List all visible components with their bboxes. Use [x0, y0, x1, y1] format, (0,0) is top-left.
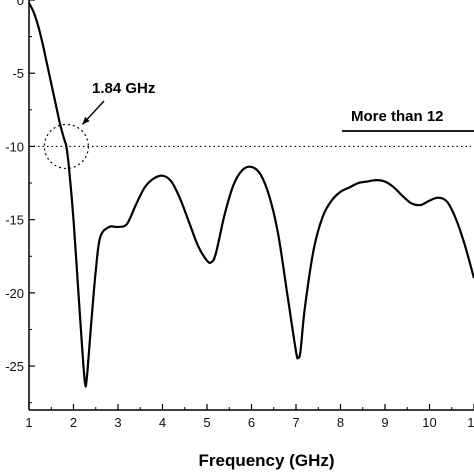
y-tick-label: 0: [17, 0, 24, 8]
x-tick-label: 3: [114, 415, 121, 430]
series-line-s11: [28, 2, 474, 388]
axes-layer: [28, 0, 474, 411]
annotation-bandwidth: More than 12: [351, 108, 444, 125]
x-tick-label: 4: [159, 415, 166, 430]
y-tick-label: -15: [5, 213, 24, 228]
x-tick-label: 1: [25, 415, 32, 430]
x-tick-label: 11: [467, 415, 474, 430]
x-tick-label: 2: [70, 415, 77, 430]
x-tick-label: 5: [203, 415, 210, 430]
x-tick-label: 6: [248, 415, 255, 430]
annotation-layer: 1.84 GHz More than 12: [43, 80, 474, 170]
x-axis-title: Frequency (GHz): [198, 451, 334, 470]
x-tick-label: 7: [292, 415, 299, 430]
tick-layer: 1 2 3 4 5 6 7 8 9 10 11 0 -5 -10 -15 -20 -25: [5, 0, 474, 430]
y-tick-label: -25: [5, 359, 24, 374]
series-layer: [28, 2, 474, 388]
marker-circle-1-84ghz: [43, 123, 89, 170]
annotation-arrow-head: [82, 116, 90, 125]
y-tick-label: -10: [5, 139, 24, 154]
x-tick-label: 9: [381, 415, 388, 430]
y-tick-label: -5: [12, 66, 24, 81]
y-tick-label: -20: [5, 286, 24, 301]
x-tick-label: 8: [337, 415, 344, 430]
annotation-1-84ghz: 1.84 GHz: [92, 80, 155, 97]
x-tick-label: 10: [422, 415, 436, 430]
